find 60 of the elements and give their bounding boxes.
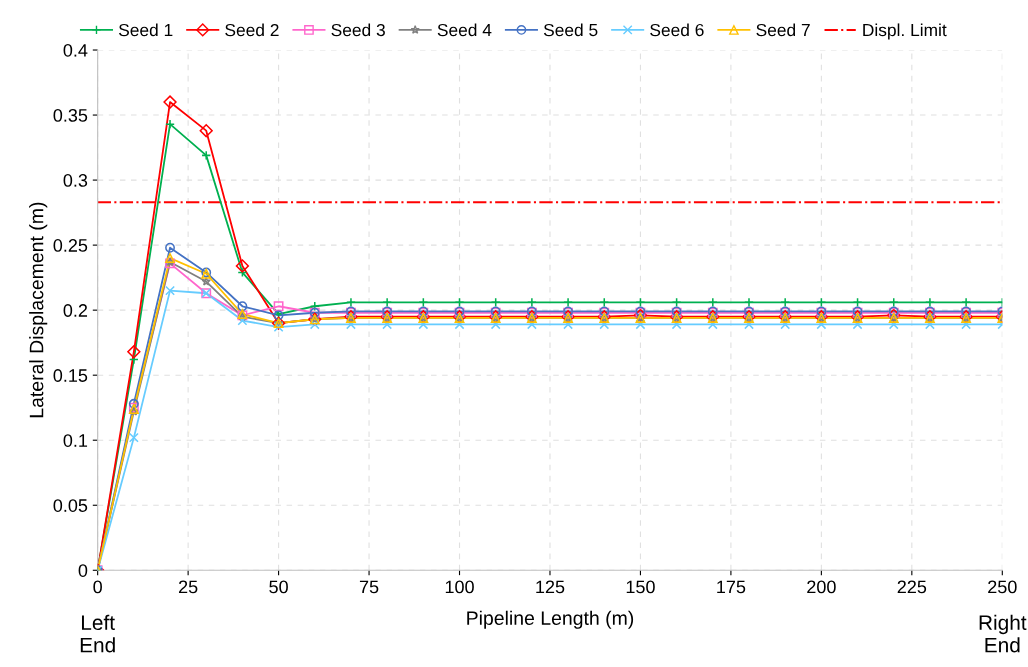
point bbox=[888, 297, 899, 308]
legend-label: Seed 1 bbox=[118, 23, 173, 37]
x-tick-label: 125 bbox=[536, 580, 565, 594]
legend-label: Seed 2 bbox=[225, 23, 279, 37]
point bbox=[235, 259, 250, 273]
legend-label: Seed 4 bbox=[437, 23, 492, 37]
point bbox=[599, 297, 610, 308]
point bbox=[128, 398, 139, 409]
legend-label: Seed 5 bbox=[543, 23, 598, 37]
point bbox=[165, 242, 175, 253]
point bbox=[201, 150, 212, 161]
point bbox=[165, 253, 175, 264]
point bbox=[924, 297, 935, 308]
text: Right End bbox=[979, 614, 1027, 653]
point bbox=[309, 319, 320, 330]
y-tick-label: 0 bbox=[78, 564, 88, 578]
y-tick-label: 0.25 bbox=[53, 239, 88, 252]
y-tick-label: 0.35 bbox=[53, 108, 88, 122]
y-tick-label: 0.2 bbox=[63, 304, 88, 317]
legend-label: Seed 3 bbox=[331, 23, 385, 37]
y-tick-label: 0.1 bbox=[63, 434, 88, 447]
legend-label: Seed 6 bbox=[650, 23, 704, 37]
point bbox=[346, 297, 356, 308]
legend-label: Displ. Limit bbox=[863, 23, 947, 40]
y-tick-label: 0.3 bbox=[63, 174, 88, 187]
y-tick-label: 0.15 bbox=[53, 369, 88, 382]
point bbox=[165, 119, 175, 130]
point bbox=[163, 95, 177, 109]
point bbox=[128, 432, 139, 443]
x-tick-label: 75 bbox=[359, 580, 379, 594]
point bbox=[165, 285, 175, 296]
point bbox=[961, 297, 972, 308]
x-axis-title: Pipeline Length (m) bbox=[467, 610, 634, 629]
x-tick-label: 50 bbox=[269, 580, 288, 594]
x-tick-label: 150 bbox=[626, 580, 655, 594]
point bbox=[273, 301, 284, 312]
point bbox=[526, 297, 537, 308]
x-tick-label: 25 bbox=[178, 580, 198, 594]
point bbox=[201, 276, 211, 286]
x-tick-label: 200 bbox=[807, 580, 836, 594]
x-tick-label: 0 bbox=[93, 580, 102, 594]
y-axis-title: Lateral Displacement (m) bbox=[29, 202, 48, 418]
point bbox=[237, 301, 248, 312]
point bbox=[744, 297, 754, 308]
point bbox=[563, 297, 574, 308]
point bbox=[707, 297, 718, 308]
text: Left End bbox=[80, 614, 115, 653]
x-tick-label: 225 bbox=[897, 580, 927, 594]
legend-label: Seed 7 bbox=[756, 23, 810, 37]
x-tick-label: 250 bbox=[988, 580, 1017, 594]
x-tick-label: 100 bbox=[445, 580, 474, 594]
point bbox=[127, 345, 141, 359]
y-tick-label: 0.05 bbox=[53, 499, 88, 512]
point bbox=[273, 322, 284, 332]
point bbox=[780, 297, 791, 308]
y-tick-label: 0.4 bbox=[63, 43, 88, 57]
point bbox=[309, 301, 320, 312]
x-tick-label: 175 bbox=[717, 580, 746, 594]
point bbox=[382, 297, 393, 308]
point bbox=[199, 124, 213, 138]
